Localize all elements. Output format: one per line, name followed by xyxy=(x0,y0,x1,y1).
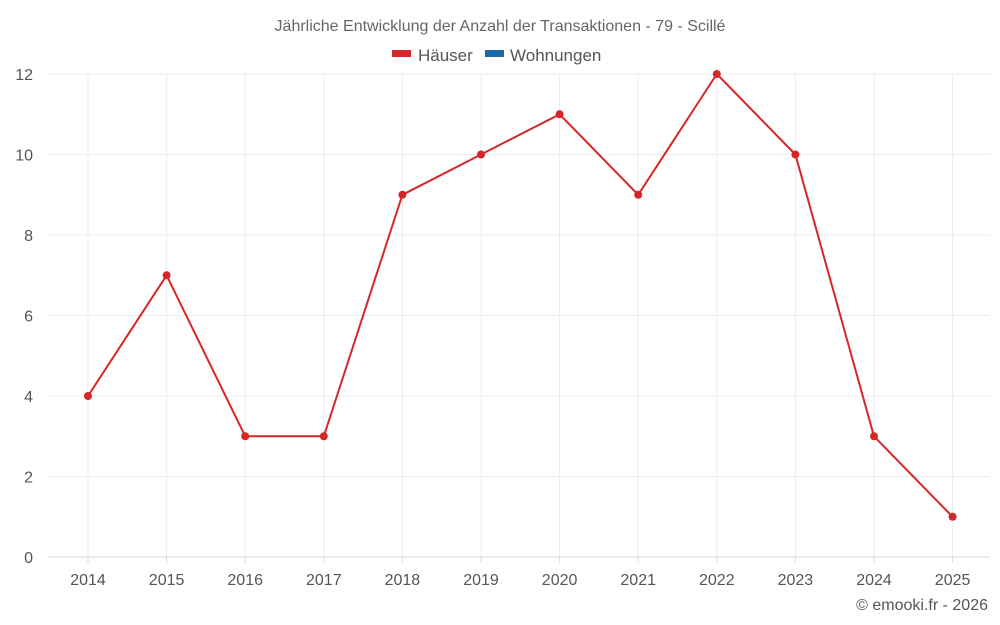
data-point[interactable] xyxy=(555,110,564,119)
data-point[interactable] xyxy=(84,392,92,400)
data-point[interactable] xyxy=(791,150,800,159)
data-point[interactable] xyxy=(948,512,957,521)
y-tick-label: 0 xyxy=(24,550,33,567)
y-tick-label: 8 xyxy=(24,228,33,245)
y-tick-label: 4 xyxy=(24,389,33,406)
y-tick-label: 10 xyxy=(15,148,33,165)
legend-swatch-wohnungen xyxy=(485,50,504,57)
x-tick-label: 2014 xyxy=(70,572,106,589)
x-tick-label: 2025 xyxy=(935,572,971,589)
y-tick-label: 2 xyxy=(24,470,33,487)
series-line-0 xyxy=(87,73,954,518)
legend: Häuser Wohnungen xyxy=(392,46,601,65)
x-axis-labels: 2014 2015 2016 2017 2018 2019 2020 2021 2022 2023… xyxy=(70,572,970,589)
credit-text: © emooki.fr - 2026 xyxy=(856,597,988,614)
data-point[interactable] xyxy=(319,432,328,441)
y-tick-label: 6 xyxy=(24,309,33,326)
data-point[interactable] xyxy=(398,190,407,199)
data-point[interactable] xyxy=(712,70,721,78)
data-point[interactable] xyxy=(241,432,250,441)
legend-swatch-haeuser xyxy=(392,50,411,57)
legend-label-haeuser[interactable]: Häuser xyxy=(418,46,473,65)
grid xyxy=(48,73,990,557)
y-tick-label: 12 xyxy=(15,67,33,84)
series xyxy=(84,70,957,521)
x-tick-label: 2017 xyxy=(306,572,342,589)
x-tick-label: 2019 xyxy=(463,572,499,589)
x-tick-label: 2021 xyxy=(620,572,656,589)
data-point[interactable] xyxy=(634,190,643,199)
x-tick-label: 2024 xyxy=(856,572,892,589)
data-point[interactable] xyxy=(477,150,485,159)
x-tick-label: 2016 xyxy=(227,572,263,589)
x-tick-label: 2023 xyxy=(778,572,814,589)
y-axis-labels: 0 2 4 6 8 10 12 xyxy=(15,67,33,567)
x-tick-label: 2020 xyxy=(542,572,578,589)
axes xyxy=(48,556,990,563)
legend-label-wohnungen[interactable]: Wohnungen xyxy=(510,46,601,65)
x-tick-label: 2015 xyxy=(149,572,185,589)
x-tick-label: 2022 xyxy=(699,572,735,589)
data-point[interactable] xyxy=(870,432,878,441)
data-point[interactable] xyxy=(162,271,171,280)
x-tick-label: 2018 xyxy=(385,572,421,589)
chart-title: Jährliche Entwicklung der Anzahl der Tra… xyxy=(275,18,726,35)
